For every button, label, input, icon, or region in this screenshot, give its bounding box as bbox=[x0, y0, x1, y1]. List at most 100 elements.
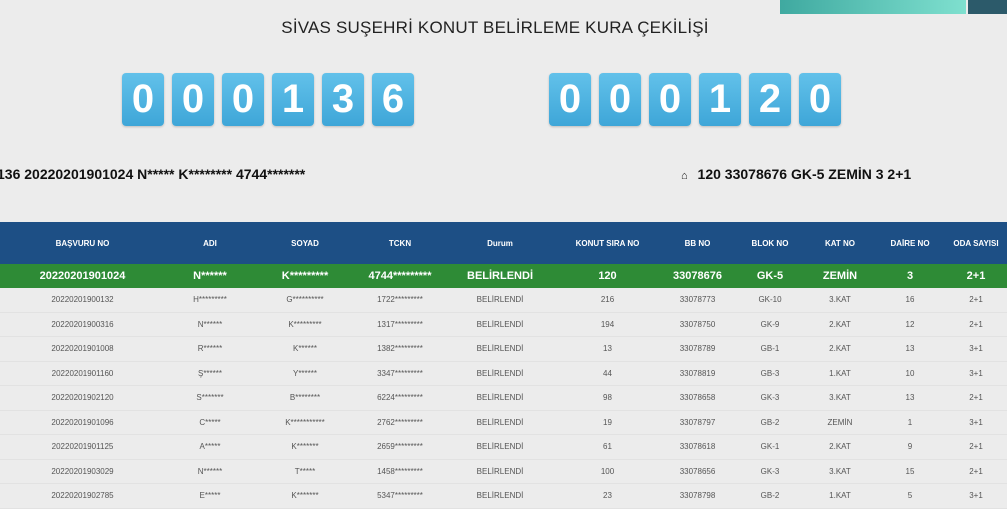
column-header: TCKN bbox=[355, 222, 445, 264]
counter-digit: 0 bbox=[599, 73, 641, 126]
table-cell: C***** bbox=[165, 410, 255, 435]
table-row[interactable]: 20220201901096 C***** K*********** 2762****… bbox=[0, 410, 1007, 435]
top-banner-edge bbox=[968, 0, 1007, 14]
table-cell: 120 bbox=[555, 264, 660, 288]
table-cell: GK-3 bbox=[735, 385, 805, 411]
table-cell: 33078798 bbox=[660, 483, 735, 509]
applicant-counter: 0 0 0 1 3 6 bbox=[122, 73, 414, 126]
table-row[interactable]: 20220201900316 N****** K********* 1317*****… bbox=[0, 312, 1007, 337]
table-cell: 33078773 bbox=[660, 288, 735, 313]
table-row[interactable]: 20220201901160 Ş****** Y****** 3347********… bbox=[0, 361, 1007, 386]
table-cell: 98 bbox=[555, 385, 660, 411]
table-cell: 1 bbox=[875, 410, 945, 435]
counter-digit: 0 bbox=[799, 73, 841, 126]
column-header: KONUT SIRA NO bbox=[555, 222, 660, 264]
column-header: BAŞVURU NO bbox=[0, 222, 165, 264]
table-cell: 100 bbox=[555, 459, 660, 484]
table-cell: 2+1 bbox=[945, 385, 1007, 411]
table-cell: BELİRLENDİ bbox=[445, 312, 555, 337]
table-cell: K********* bbox=[255, 312, 355, 337]
housing-counter: 0 0 0 1 2 0 bbox=[549, 73, 841, 126]
table-row[interactable]: 20220201902785 E***** K******* 5347********… bbox=[0, 483, 1007, 509]
table-cell: 44 bbox=[555, 361, 660, 386]
table-cell: 33078618 bbox=[660, 434, 735, 460]
table-cell: 10 bbox=[875, 361, 945, 386]
table-cell: H********* bbox=[165, 288, 255, 313]
table-cell: 1.KAT bbox=[805, 361, 875, 386]
table-cell: 3.KAT bbox=[805, 385, 875, 411]
table-cell: 1.KAT bbox=[805, 483, 875, 509]
counter-digit: 0 bbox=[222, 73, 264, 126]
table-cell: 3347********* bbox=[355, 361, 445, 386]
table-cell: 6224********* bbox=[355, 385, 445, 411]
table-cell: 33078676 bbox=[660, 264, 735, 288]
table-cell: GB-1 bbox=[735, 336, 805, 362]
home-icon: ⌂ bbox=[681, 170, 688, 182]
table-row[interactable]: 20220201901008 R****** K****** 1382********… bbox=[0, 336, 1007, 362]
table-cell: 33078789 bbox=[660, 336, 735, 362]
table-cell: 3 bbox=[875, 264, 945, 288]
table-cell: 3.KAT bbox=[805, 288, 875, 313]
table-cell: K******* bbox=[255, 434, 355, 460]
table-row[interactable]: 20220201901125 A***** K******* 2659********… bbox=[0, 434, 1007, 460]
table-cell: 3+1 bbox=[945, 361, 1007, 386]
table-cell: K*********** bbox=[255, 410, 355, 435]
table-cell: 20220201901096 bbox=[0, 410, 165, 435]
table-cell: 15 bbox=[875, 459, 945, 484]
table-cell: 1317********* bbox=[355, 312, 445, 337]
counter-digit: 0 bbox=[649, 73, 691, 126]
table-cell: 20220201901125 bbox=[0, 434, 165, 460]
counter-digit: 1 bbox=[699, 73, 741, 126]
table-cell: E***** bbox=[165, 483, 255, 509]
table-cell: BELİRLENDİ bbox=[445, 459, 555, 484]
table-cell: 33078819 bbox=[660, 361, 735, 386]
table-cell: 20220201901024 bbox=[0, 264, 165, 288]
table-cell: BELİRLENDİ bbox=[445, 336, 555, 362]
table-cell: 5 bbox=[875, 483, 945, 509]
column-header: SOYAD bbox=[255, 222, 355, 264]
table-cell: 2659********* bbox=[355, 434, 445, 460]
table-cell: 23 bbox=[555, 483, 660, 509]
column-header: ADI bbox=[165, 222, 255, 264]
table-cell: 3+1 bbox=[945, 336, 1007, 362]
table-cell: 5347********* bbox=[355, 483, 445, 509]
column-header: KAT NO bbox=[805, 222, 875, 264]
table-cell: 2+1 bbox=[945, 288, 1007, 313]
table-cell: GK-3 bbox=[735, 459, 805, 484]
table-cell: 216 bbox=[555, 288, 660, 313]
table-cell: G********** bbox=[255, 288, 355, 313]
table-cell: 20220201901160 bbox=[0, 361, 165, 386]
table-row[interactable]: 20220201903029 N****** T***** 1458*********… bbox=[0, 459, 1007, 484]
counter-digit: 3 bbox=[322, 73, 364, 126]
table-cell: 13 bbox=[875, 385, 945, 411]
table-cell: 2+1 bbox=[945, 459, 1007, 484]
table-cell: 20220201902785 bbox=[0, 483, 165, 509]
table-cell: 9 bbox=[875, 434, 945, 460]
table-cell: GK-10 bbox=[735, 288, 805, 313]
table-cell: 2+1 bbox=[945, 434, 1007, 460]
table-cell: 194 bbox=[555, 312, 660, 337]
counter-digit: 0 bbox=[122, 73, 164, 126]
table-cell: 1722********* bbox=[355, 288, 445, 313]
selected-row[interactable]: 20220201901024 N****** K********* 4744*****… bbox=[0, 264, 1007, 288]
table-cell: Ş****** bbox=[165, 361, 255, 386]
table-cell: K******* bbox=[255, 483, 355, 509]
table-cell: 33078658 bbox=[660, 385, 735, 411]
table-cell: 33078797 bbox=[660, 410, 735, 435]
table-cell: 12 bbox=[875, 312, 945, 337]
table-cell: 20220201903029 bbox=[0, 459, 165, 484]
table-cell: 3+1 bbox=[945, 483, 1007, 509]
counter-digit: 1 bbox=[272, 73, 314, 126]
counter-digit: 0 bbox=[549, 73, 591, 126]
table-cell: K****** bbox=[255, 336, 355, 362]
column-header: Durum bbox=[445, 222, 555, 264]
table-cell: BELİRLENDİ bbox=[445, 410, 555, 435]
table-cell: 20220201901008 bbox=[0, 336, 165, 362]
column-header: ODA SAYISI bbox=[945, 222, 1007, 264]
table-cell: 3+1 bbox=[945, 410, 1007, 435]
table-cell: T***** bbox=[255, 459, 355, 484]
table-cell: S******* bbox=[165, 385, 255, 411]
table-row[interactable]: 20220201900132 H********* G********** 1722*… bbox=[0, 288, 1007, 313]
table-cell: A***** bbox=[165, 434, 255, 460]
table-row[interactable]: 20220201902120 S******* B******** 6224*****… bbox=[0, 385, 1007, 411]
